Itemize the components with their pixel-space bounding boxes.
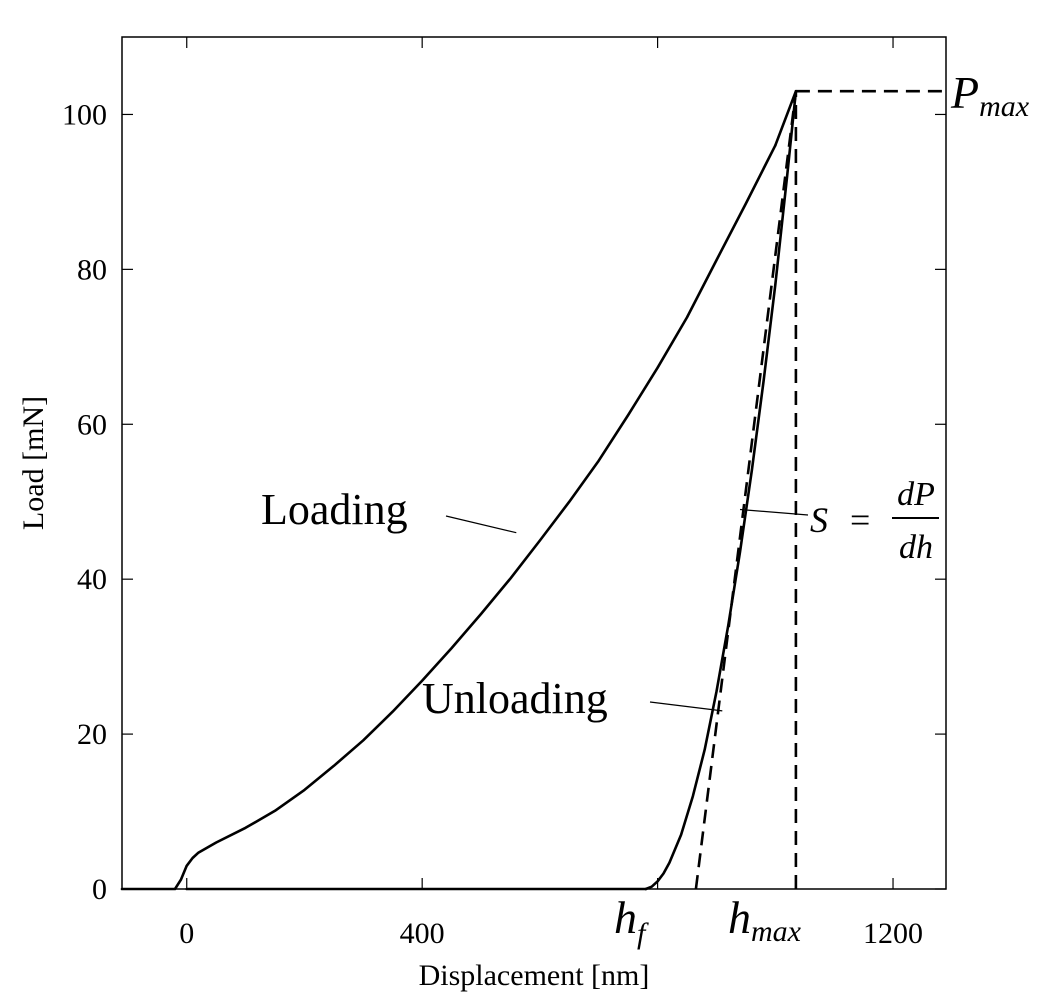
hmax-label: hmax [728,892,802,948]
y-axis-title: Load [mN] [17,396,50,530]
y-tick-label: 60 [77,408,107,441]
y-tick-label: 40 [77,563,107,596]
ticks: 0 400 1200 0 20 40 60 80 100 [62,37,946,950]
y-tick-label: 80 [77,253,107,286]
x-tick-label: 0 [179,917,194,950]
loading-leader-line [445,515,517,534]
hf-label: hf [614,892,649,950]
series-loading [120,144,777,891]
pmax-label: Pmax [950,67,1030,123]
stiffness-numerator: dP [897,476,935,513]
stiffness-lhs: S [810,500,828,540]
y-tick-label: 100 [62,98,107,131]
x-tick-label: 400 [400,917,445,950]
stiffness-denominator: dh [899,529,933,566]
unloading-leader-line [649,701,723,712]
series-stiffness-tangent [694,91,798,890]
series-layer [120,89,946,891]
loading-label: Loading [261,485,408,534]
series-loading-top [773,89,798,147]
y-tick-label: 20 [77,718,107,751]
y-tick-label: 0 [92,873,107,906]
series-unloading [644,89,798,891]
unloading-label: Unloading [422,674,608,723]
x-tick-label: 1200 [863,917,923,950]
plot-frame [121,36,947,890]
x-axis-title: Displacement [nm] [419,959,650,992]
stiffness-leader-line [739,508,809,516]
stiffness-equals: = [850,500,870,540]
